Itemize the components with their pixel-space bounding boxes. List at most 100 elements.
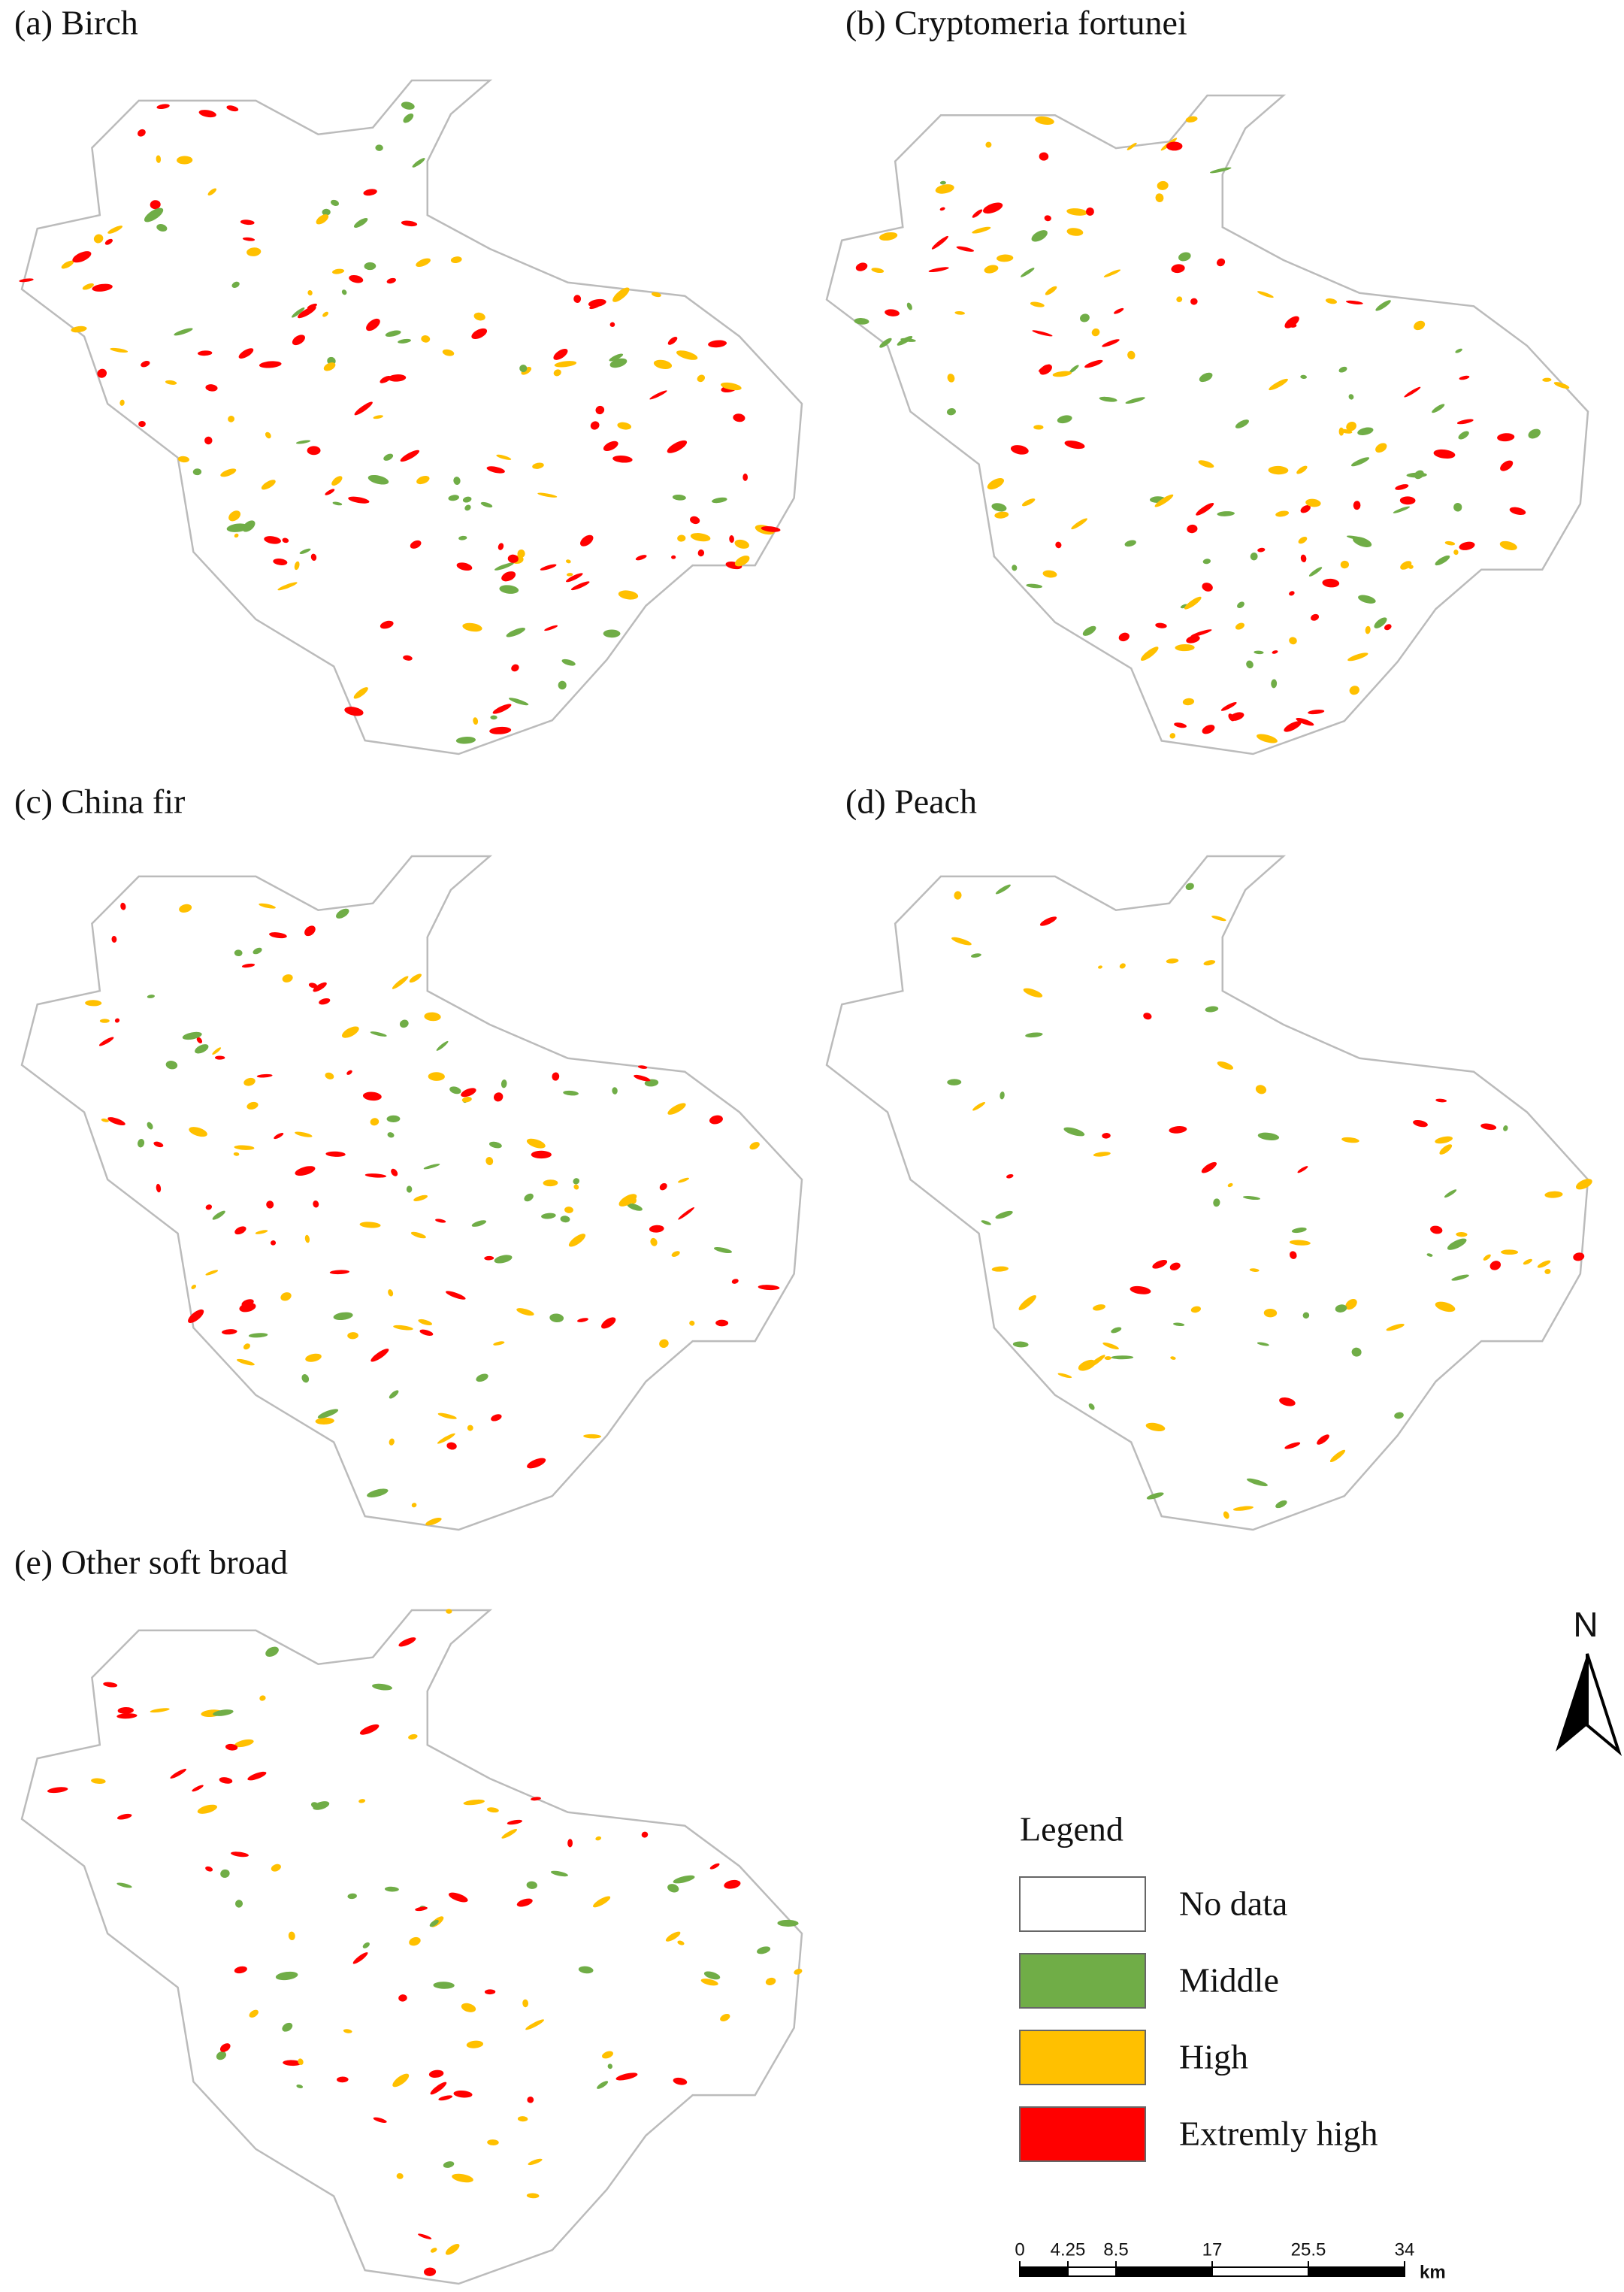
risk-patch — [1169, 1262, 1181, 1270]
panel-label: (a) Birch — [14, 4, 138, 42]
risk-patch — [264, 536, 281, 544]
risk-patch — [566, 573, 583, 583]
risk-patch — [430, 2248, 437, 2253]
risk-patch — [220, 1869, 230, 1878]
risk-patch — [191, 1284, 197, 1289]
risk-patch — [280, 1292, 292, 1301]
legend-title: Legend — [1020, 1810, 1123, 1848]
risk-patch — [947, 374, 955, 383]
risk-patch — [1456, 1231, 1468, 1237]
risk-patch — [294, 561, 300, 571]
risk-patch — [214, 1055, 225, 1060]
risk-patch — [703, 1971, 721, 1980]
risk-patch — [366, 318, 380, 332]
risk-patch — [1544, 1191, 1563, 1198]
risk-patch — [1257, 734, 1278, 743]
risk-patch — [1145, 1422, 1166, 1432]
risk-patch — [107, 226, 122, 234]
risk-patch — [1322, 578, 1340, 588]
risk-patch — [1069, 365, 1079, 374]
risk-patch — [1430, 1225, 1443, 1234]
risk-patch — [177, 156, 193, 165]
risk-patch — [567, 1839, 573, 1848]
risk-patch — [983, 202, 1003, 214]
risk-patch — [1275, 510, 1290, 517]
risk-patch — [228, 510, 241, 522]
risk-patch — [709, 1115, 723, 1125]
risk-patch — [450, 256, 462, 264]
risk-patch — [182, 1031, 202, 1040]
risk-patch — [1119, 963, 1126, 969]
risk-patch — [98, 1037, 114, 1046]
risk-patch — [1217, 1061, 1234, 1070]
risk-patch — [205, 1270, 219, 1276]
risk-patch — [676, 350, 698, 360]
risk-patch — [758, 1285, 780, 1291]
risk-patch — [580, 534, 594, 547]
risk-patch — [1483, 1254, 1491, 1261]
risk-patch — [1444, 540, 1456, 546]
risk-patch — [521, 367, 532, 375]
risk-patch — [672, 494, 686, 501]
risk-patch — [428, 1072, 445, 1081]
risk-patch — [1185, 883, 1194, 891]
risk-patch — [526, 1138, 546, 1149]
risk-patch — [1078, 1359, 1096, 1371]
panel-label: (b) Cryptomeria fortunei — [845, 4, 1187, 42]
risk-patch — [715, 1319, 729, 1327]
risk-patch — [671, 1251, 680, 1257]
risk-patch — [385, 330, 401, 337]
risk-patch — [879, 232, 898, 241]
risk-patch — [156, 104, 170, 110]
risk-patch — [150, 200, 161, 210]
risk-patch — [147, 1122, 153, 1130]
risk-patch — [117, 1706, 134, 1714]
risk-patch — [1170, 1356, 1176, 1360]
risk-patch — [985, 141, 992, 148]
risk-patch — [1335, 1304, 1347, 1313]
risk-patch — [527, 1458, 546, 1469]
risk-patch — [697, 549, 705, 557]
risk-patch — [734, 539, 749, 549]
risk-patch — [99, 1019, 110, 1023]
scale-segment — [1019, 2266, 1069, 2277]
risk-patch — [1088, 1403, 1095, 1410]
risk-patch — [1185, 116, 1198, 123]
risk-patch — [204, 436, 213, 445]
risk-patch — [578, 1966, 594, 1974]
risk-patch — [1045, 286, 1057, 295]
risk-patch — [275, 1971, 298, 1981]
legend-label: Extremly high — [1179, 2115, 1378, 2153]
risk-patch — [1025, 1032, 1043, 1038]
risk-patch — [476, 1373, 488, 1382]
risk-patch — [398, 338, 411, 344]
risk-patch — [295, 1166, 316, 1176]
risk-patch — [298, 2058, 304, 2065]
risk-patch — [984, 265, 999, 274]
risk-patch — [471, 1220, 487, 1227]
risk-patch — [1171, 264, 1185, 274]
risk-patch — [485, 1157, 494, 1165]
risk-patch — [437, 1412, 457, 1419]
risk-patch — [347, 1332, 358, 1340]
risk-patch — [234, 1966, 247, 1974]
risk-patch — [900, 338, 916, 342]
risk-patch — [494, 1255, 513, 1264]
risk-patch — [1220, 702, 1237, 711]
risk-patch — [1173, 1322, 1185, 1327]
risk-patch — [573, 295, 582, 303]
risk-patch — [1190, 298, 1198, 305]
risk-patch — [1010, 445, 1029, 455]
risk-patch — [1152, 1259, 1168, 1269]
risk-patch — [603, 629, 621, 638]
risk-patch — [464, 504, 471, 511]
risk-patch — [1289, 1240, 1311, 1246]
risk-patch — [72, 251, 92, 263]
scale-tick-label: 8.5 — [1103, 2239, 1128, 2260]
risk-patch — [1414, 320, 1426, 331]
risk-patch — [1358, 595, 1376, 604]
scale-tick-label: 34 — [1395, 2239, 1415, 2260]
risk-patch — [855, 262, 868, 271]
risk-patch — [1223, 1511, 1229, 1519]
scale-segment — [1308, 2266, 1405, 2277]
